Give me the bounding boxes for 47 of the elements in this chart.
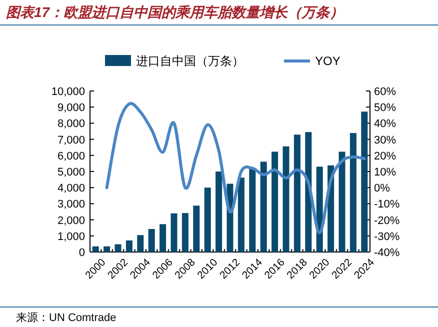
bar [114,244,122,252]
y-tick-label: 3,000 [57,198,85,211]
y-tick-label: 7,000 [57,134,85,146]
y-tick-label: 6,000 [57,150,85,162]
y-tick-label: 5,000 [57,166,85,178]
bar [204,188,211,252]
y2-tick-label: 10% [374,166,396,178]
bar [361,112,368,252]
bar [148,228,155,252]
y-tick-label: 1,000 [57,230,85,243]
bar [238,178,244,252]
y-tick-label: 2,000 [57,214,85,227]
y-tick-label: 9,000 [57,102,85,114]
y2-tick-label: -40% [374,247,400,259]
bar [294,134,300,252]
bar [316,166,323,252]
y-tick-label: 0 [78,247,85,259]
y2-tick-label: 50% [374,102,396,114]
y2-tick-label: 40% [374,118,396,130]
y2-tick-label: 30% [374,134,396,146]
legend-label: YOY [315,54,340,68]
y2-tick-label: 0% [374,182,390,195]
y-tick-label: 8,000 [57,118,85,130]
source-note: 来源：UN Comtrade [16,311,116,324]
bar [249,168,256,252]
y2-tick-label: 60% [374,86,396,98]
y2-tick-label: -30% [374,230,400,243]
legend-label: 进口自中国（万条） [136,54,244,68]
bar [104,246,110,252]
y2-tick-label: 20% [374,150,396,162]
bar [260,162,267,252]
bar [305,132,312,252]
bar [160,224,166,252]
y2-tick-label: -10% [374,198,400,211]
bar [92,246,99,252]
bar [182,213,188,252]
bar [350,133,356,252]
y-tick-label: 4,000 [57,182,85,195]
bar [137,235,144,252]
title: 图表17：欧盟进口自中国的乘用车胎数量增长（万条） [6,4,344,20]
bar [170,213,178,252]
bar [272,152,278,252]
bar [216,172,222,252]
bar [126,240,132,252]
bar [193,206,200,252]
y2-tick-label: -20% [374,214,400,227]
y-tick-label: 10,000 [51,86,85,98]
